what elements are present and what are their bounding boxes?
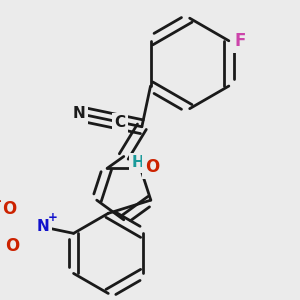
Text: O: O	[145, 158, 159, 176]
Text: +: +	[47, 211, 57, 224]
Text: O: O	[5, 237, 20, 255]
Text: N: N	[72, 106, 85, 121]
Text: F: F	[235, 32, 246, 50]
Text: O: O	[3, 200, 17, 218]
Text: N: N	[36, 219, 49, 234]
Text: -: -	[0, 194, 2, 208]
Text: H: H	[132, 155, 144, 170]
Text: C: C	[114, 116, 125, 130]
